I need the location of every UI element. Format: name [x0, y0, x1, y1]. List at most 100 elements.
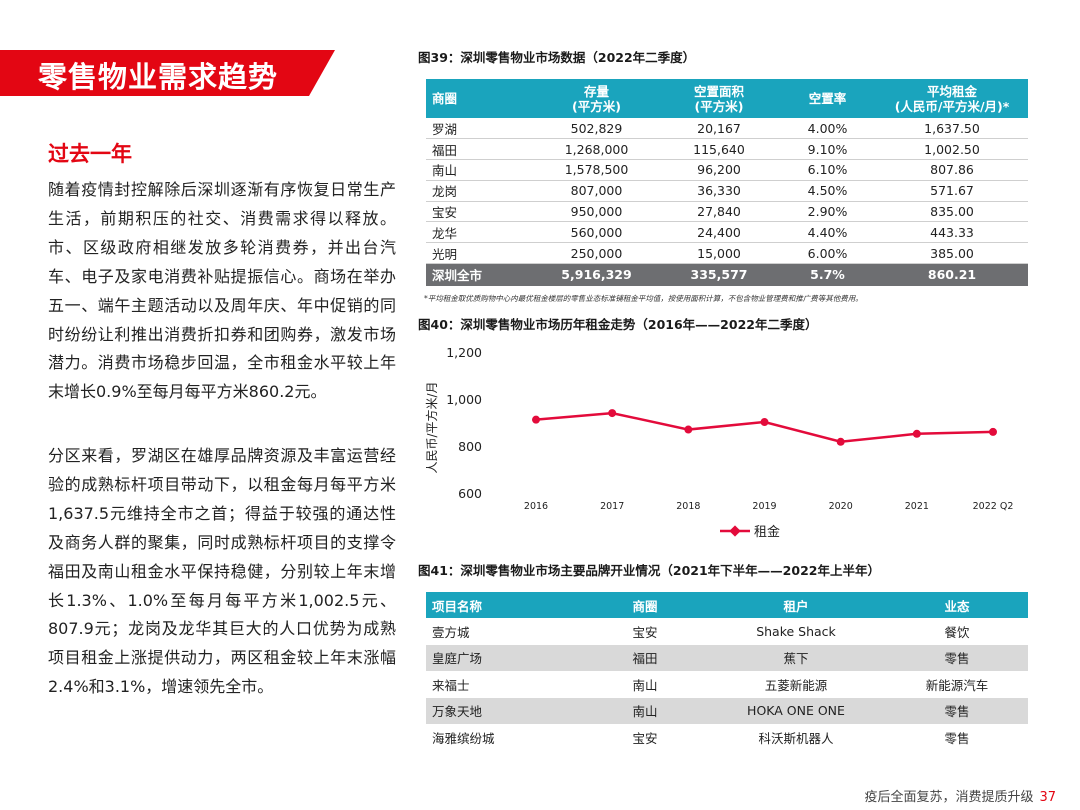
table-cell: 宝安 — [632, 624, 658, 640]
value-cell: 571.67 — [876, 180, 1028, 202]
table-row: 南山 1,578,500 96,200 6.10% 807.86 — [426, 159, 1028, 181]
table-row: 壹方城 宝安 Shake Shack 餐饮 — [426, 618, 1028, 645]
x-tick-label: 2022 Q2 — [973, 501, 1014, 512]
header-cell: 空置面积 (平方米) — [659, 79, 779, 118]
header-cell: 平均租金 (人民币/平方米/月)* — [876, 79, 1028, 118]
district-cell: 福田 — [426, 138, 534, 161]
value-cell: 1,002.50 — [876, 138, 1028, 161]
data-point — [684, 425, 693, 434]
table-row: 龙华 560,000 24,400 4.40% 443.33 — [426, 221, 1028, 244]
series-line-rent — [535, 411, 994, 444]
table-cell: 海雅缤纷城 — [432, 730, 495, 746]
district-cell: 龙岗 — [426, 180, 534, 202]
total-cell: 860.21 — [876, 263, 1028, 286]
brand-openings-table: 项目名称 商圈 租户 业态 壹方城 宝安 Shake Shack 餐饮 皇庭广场 福田 蕉下… — [426, 592, 1028, 751]
value-cell: 4.50% — [779, 180, 876, 202]
header-cell: 项目名称 — [426, 592, 584, 618]
value-cell: 807.86 — [876, 159, 1028, 181]
y-axis-label: 人民币/平方米/月 — [424, 381, 439, 473]
table-cell: 福田 — [584, 644, 706, 671]
value-cell: 20,167 — [659, 118, 779, 140]
x-tick-label: 2019 — [752, 501, 776, 512]
data-point — [608, 409, 617, 418]
total-row: 深圳全市 5,916,329 335,577 5.7% 860.21 — [426, 263, 1028, 286]
value-cell: 4.40% — [779, 221, 876, 244]
page-number: 37 — [1039, 790, 1056, 805]
value-cell: 502,829 — [534, 118, 659, 140]
header-cell: 业态 — [886, 592, 1028, 618]
x-tick-label: 2021 — [905, 501, 929, 512]
value-cell: 560,000 — [534, 221, 659, 244]
table-row: 福田 1,268,000 115,640 9.10% 1,002.50 — [426, 138, 1028, 161]
value-cell: 15,000 — [659, 242, 779, 265]
value-cell: 1,578,500 — [534, 159, 659, 181]
value-cell: 27,840 — [659, 201, 779, 223]
header-cell: 租户 — [706, 592, 886, 618]
x-tick-label: 2018 — [676, 501, 700, 512]
legend-label: 租金 — [754, 524, 780, 540]
district-cell: 光明 — [426, 242, 534, 265]
y-tick-label: 600 — [458, 486, 482, 501]
table-cell: 五菱新能源 — [764, 677, 828, 693]
data-point — [836, 437, 845, 446]
value-cell: 9.10% — [779, 138, 876, 161]
table-cell: 新能源汽车 — [925, 677, 989, 693]
value-cell: 2.90% — [779, 201, 876, 223]
table-cell: 来福士 — [432, 677, 470, 693]
value-cell: 385.00 — [876, 242, 1028, 265]
table-row: 海雅缤纷城 宝安 科沃斯机器人 零售 — [426, 724, 1028, 751]
table-cell: 皇庭广场 — [426, 644, 584, 671]
table-row: 万象天地 南山 HOKA ONE ONE 零售 — [426, 697, 1028, 724]
y-tick-label: 1,200 — [446, 345, 482, 360]
header-cell: 空置率 — [779, 79, 876, 118]
table-cell: 零售 — [886, 644, 1028, 671]
table-cell: 壹方城 — [432, 624, 470, 640]
header-cell: 存量 (平方米) — [534, 79, 659, 118]
table-row: 龙岗 807,000 36,330 4.50% 571.67 — [426, 180, 1028, 202]
table-row: 来福士 南山 五菱新能源 新能源汽车 — [426, 671, 1028, 698]
value-cell: 807,000 — [534, 180, 659, 202]
value-cell: 36,330 — [659, 180, 779, 202]
value-cell: 6.00% — [779, 242, 876, 265]
x-tick-label: 2016 — [524, 501, 548, 512]
table-header-row: 项目名称 商圈 租户 业态 — [426, 592, 1028, 618]
table-cell: 万象天地 — [426, 697, 584, 724]
total-cell: 5,916,329 — [534, 263, 659, 286]
value-cell: 115,640 — [659, 138, 779, 161]
fig39-footnote: *平均租金取优质购物中心内最优租金楼层的零售业态标准铺租金平均值，按使用面积计算… — [424, 294, 863, 303]
y-tick-label: 1,000 — [446, 392, 482, 407]
fig41-title: 图41：深圳零售物业市场主要品牌开业情况（2021年下半年——2022年上半年） — [418, 563, 880, 578]
district-cell: 龙华 — [426, 221, 534, 244]
table-cell: Shake Shack — [756, 623, 836, 639]
total-cell: 335,577 — [659, 263, 779, 286]
value-cell: 24,400 — [659, 221, 779, 244]
footer-text: 疫后全面复苏，消费提质升级 — [864, 790, 1034, 805]
value-cell: 250,000 — [534, 242, 659, 265]
table-cell: 宝安 — [632, 730, 658, 746]
paragraph-1: 随着疫情封控解除后深圳逐渐有序恢复日常生产生活，前期积压的社交、消费需求得以释放… — [48, 180, 396, 402]
banner-title: 零售物业需求趋势 — [38, 60, 279, 94]
market-data-table: 商圈 存量 (平方米) 空置面积 (平方米) 空置率 平均租金 (人民币/平方米/月)… — [426, 79, 1028, 286]
value-cell: 1,637.50 — [876, 118, 1028, 140]
page-footer: 疫后全面复苏，消费提质升级 37 — [864, 786, 1056, 805]
data-point — [912, 429, 921, 438]
value-cell: 96,200 — [659, 159, 779, 181]
table-cell: 南山 — [584, 697, 706, 724]
value-cell: 6.10% — [779, 159, 876, 181]
table-row: 光明 250,000 15,000 6.00% 385.00 — [426, 242, 1028, 265]
value-cell: 1,268,000 — [534, 138, 659, 161]
value-cell: 835.00 — [876, 201, 1028, 223]
header-cell: 商圈 — [584, 592, 706, 618]
header-cell: 商圈 — [426, 79, 534, 118]
fig40-title: 图40：深圳零售物业市场历年租金走势（2016年——2022年二季度） — [418, 317, 818, 332]
district-cell: 南山 — [426, 159, 534, 181]
paragraph-2: 分区来看，罗湖区在雄厚品牌资源及丰富运营经验的成熟标杆项目带动下，以租金每月每平… — [48, 446, 396, 697]
banner-shape — [0, 50, 335, 96]
total-cell: 深圳全市 — [426, 263, 534, 286]
value-cell: 4.00% — [779, 118, 876, 140]
data-point — [989, 427, 997, 436]
table-cell: 蕉下 — [706, 644, 886, 671]
section-title: 过去一年 — [48, 142, 132, 166]
table-cell: 餐饮 — [944, 624, 970, 640]
district-cell: 罗湖 — [426, 118, 534, 140]
